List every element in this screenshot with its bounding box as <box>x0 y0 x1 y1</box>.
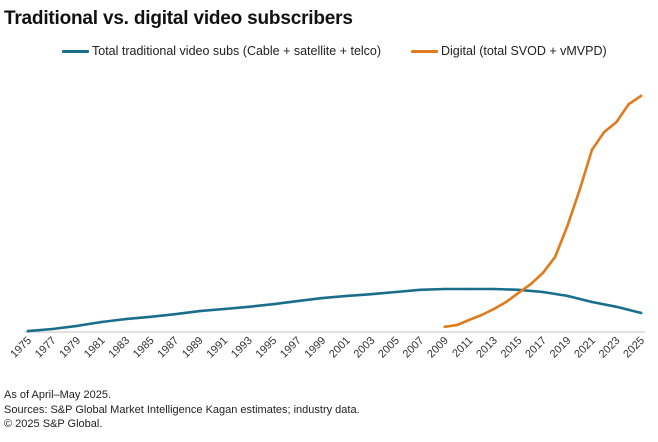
x-tick-label: 2013 <box>474 335 500 361</box>
legend-swatch-digital <box>411 49 438 53</box>
data-point-traditional <box>51 327 54 331</box>
legend: Total traditional video subs (Cable + sa… <box>0 44 658 62</box>
x-tick-label: 1995 <box>254 335 280 361</box>
data-point-traditional <box>198 309 201 313</box>
data-point-digital <box>443 325 447 329</box>
footer-copyright: © 2025 S&P Global. <box>4 418 103 430</box>
x-tick-label: 1999 <box>303 335 329 361</box>
x-tick-label: 2023 <box>597 335 623 361</box>
data-point-digital <box>504 300 508 304</box>
data-point-digital <box>529 282 532 286</box>
data-point-traditional <box>75 324 79 328</box>
x-tick-label: 1997 <box>278 335 304 361</box>
data-point-traditional <box>615 305 618 309</box>
data-point-traditional <box>26 329 30 333</box>
x-tick-label: 1989 <box>180 335 206 361</box>
x-tick-label: 1981 <box>82 335 108 361</box>
x-tick-label: 2005 <box>376 335 402 361</box>
data-point-traditional <box>124 317 128 321</box>
data-point-digital <box>492 307 496 311</box>
data-point-traditional <box>468 287 471 291</box>
data-point-traditional <box>443 287 447 291</box>
data-point-digital <box>566 224 569 228</box>
data-point-digital <box>602 130 606 134</box>
data-point-digital <box>480 313 483 317</box>
data-point-traditional <box>370 292 373 296</box>
data-point-traditional <box>566 294 569 298</box>
data-point-traditional <box>247 305 250 309</box>
data-point-traditional <box>100 320 103 324</box>
data-point-digital <box>553 255 557 259</box>
data-point-digital <box>578 188 581 192</box>
x-tick-label: 1985 <box>131 335 157 361</box>
x-tick-label: 2021 <box>572 335 598 361</box>
data-point-traditional <box>517 288 520 292</box>
data-point-traditional <box>173 312 177 316</box>
data-point-traditional <box>419 288 422 292</box>
data-point-digital <box>639 94 643 98</box>
data-point-digital <box>590 148 594 152</box>
x-tick-label: 2019 <box>548 335 574 361</box>
data-point-traditional <box>271 302 275 306</box>
data-point-digital <box>455 323 459 327</box>
x-tick-label: 2015 <box>499 335 525 361</box>
footer-sources: Sources: S&P Global Market Intelligence … <box>4 403 360 416</box>
x-tick-label: 1983 <box>106 335 132 361</box>
x-tick-label: 1975 <box>8 335 34 361</box>
data-point-digital <box>627 102 630 106</box>
data-point-traditional <box>541 290 545 294</box>
data-point-traditional <box>222 307 226 311</box>
x-tick-label: 2001 <box>327 335 353 361</box>
x-tick-label: 2011 <box>450 335 475 360</box>
data-point-traditional <box>345 294 349 298</box>
data-point-digital <box>541 271 545 275</box>
x-tick-label: 2025 <box>621 335 647 361</box>
series-lines <box>26 94 643 333</box>
x-tick-label: 1991 <box>204 335 230 361</box>
legend-item-digital: Digital (total SVOD + vMVPD) <box>411 44 607 58</box>
data-point-traditional <box>320 296 324 300</box>
footer: As of April–May 2025. Sources: S&P Globa… <box>4 388 360 432</box>
data-point-traditional <box>394 290 398 294</box>
data-point-traditional <box>296 299 300 303</box>
x-tick-label: 1979 <box>57 335 83 361</box>
x-tick-label: 1993 <box>229 335 255 361</box>
data-point-traditional <box>590 300 594 304</box>
legend-swatch-traditional <box>62 49 89 53</box>
series-line-traditional <box>26 287 643 333</box>
data-point-traditional <box>492 287 496 291</box>
x-tick-labels: 1975197719791981198319851987198919911993… <box>8 335 647 361</box>
x-tick-label: 2007 <box>401 335 427 361</box>
x-tick-label: 1977 <box>33 335 59 361</box>
data-point-digital <box>615 120 618 124</box>
legend-label-digital: Digital (total SVOD + vMVPD) <box>441 44 607 58</box>
footer-as-of: As of April–May 2025. <box>4 389 112 401</box>
legend-label-traditional: Total traditional video subs (Cable + sa… <box>92 44 382 58</box>
x-tick-label: 1987 <box>155 335 181 361</box>
x-tick-label: 2017 <box>523 335 549 361</box>
chart-title: Traditional vs. digital video subscriber… <box>4 8 353 29</box>
legend-item-traditional: Total traditional video subs (Cable + sa… <box>62 44 381 58</box>
data-point-traditional <box>149 315 152 319</box>
data-point-digital <box>517 291 520 295</box>
x-tick-label: 2003 <box>352 335 378 361</box>
data-point-digital <box>468 318 471 322</box>
x-tick-label: 2009 <box>425 335 451 361</box>
data-point-traditional <box>639 311 643 315</box>
